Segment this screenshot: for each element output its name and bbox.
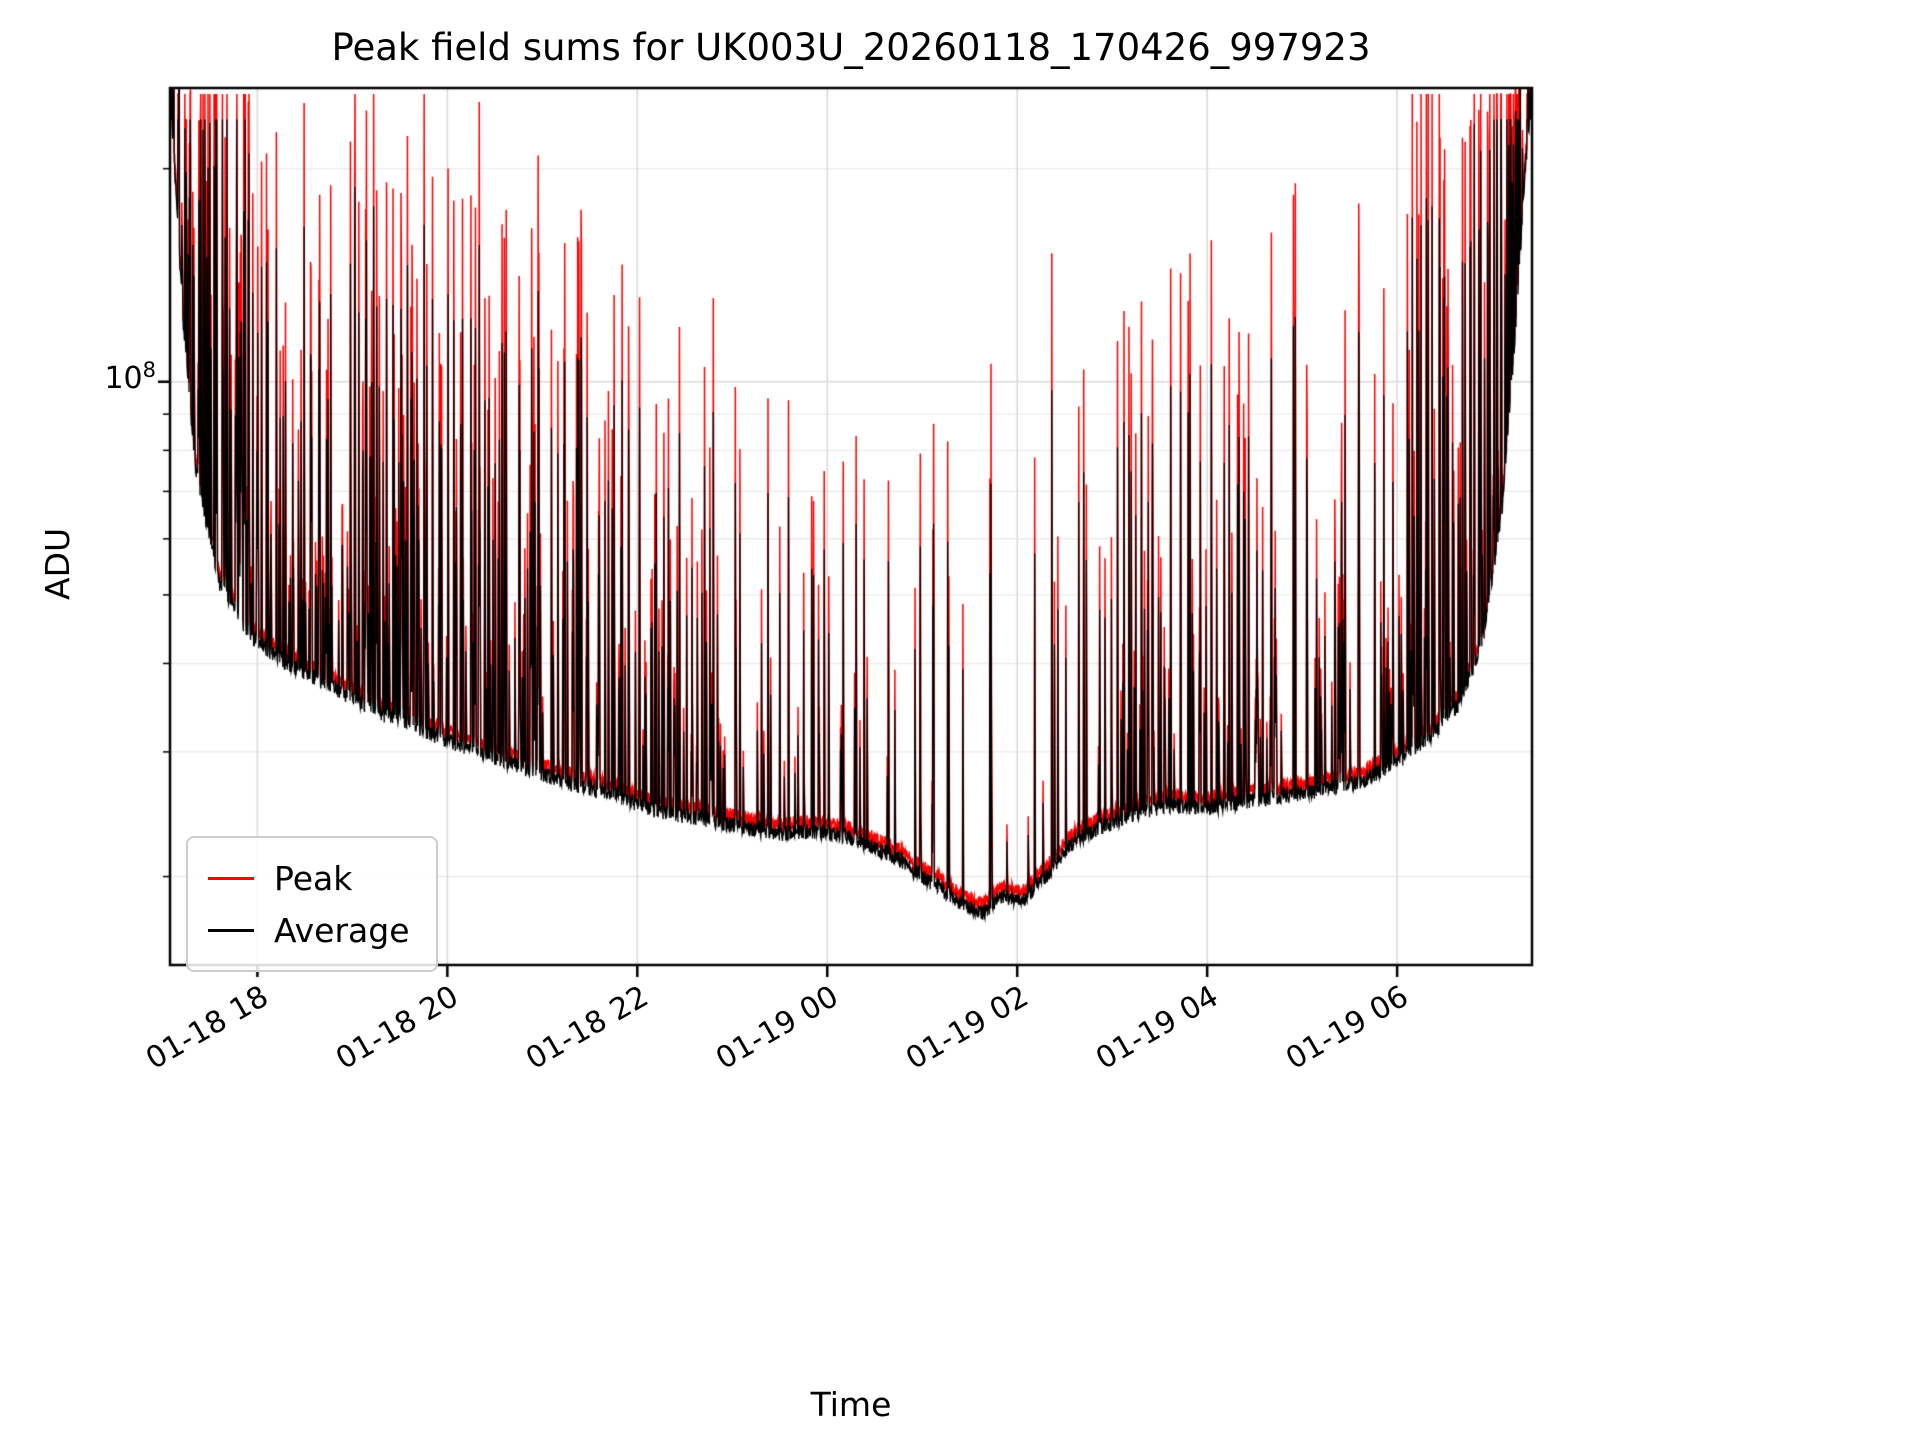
legend-label-peak: Peak <box>274 858 353 898</box>
y-tick-exponent: 8 <box>142 357 156 382</box>
average-line-swatch <box>208 928 254 932</box>
x-axis-label: Time <box>810 1385 892 1424</box>
legend-entry-average: Average <box>208 904 410 956</box>
y-tick-base: 10 <box>104 360 143 396</box>
legend-label-average: Average <box>274 910 410 950</box>
y-axis-label: ADU <box>38 527 77 600</box>
legend: Peak Average <box>186 836 438 972</box>
y-tick-label: 108 <box>56 358 156 396</box>
legend-entry-peak: Peak <box>208 852 410 904</box>
peak-line-swatch <box>208 876 254 880</box>
chart-title: Peak field sums for UK003U_20260118_1704… <box>331 26 1371 69</box>
